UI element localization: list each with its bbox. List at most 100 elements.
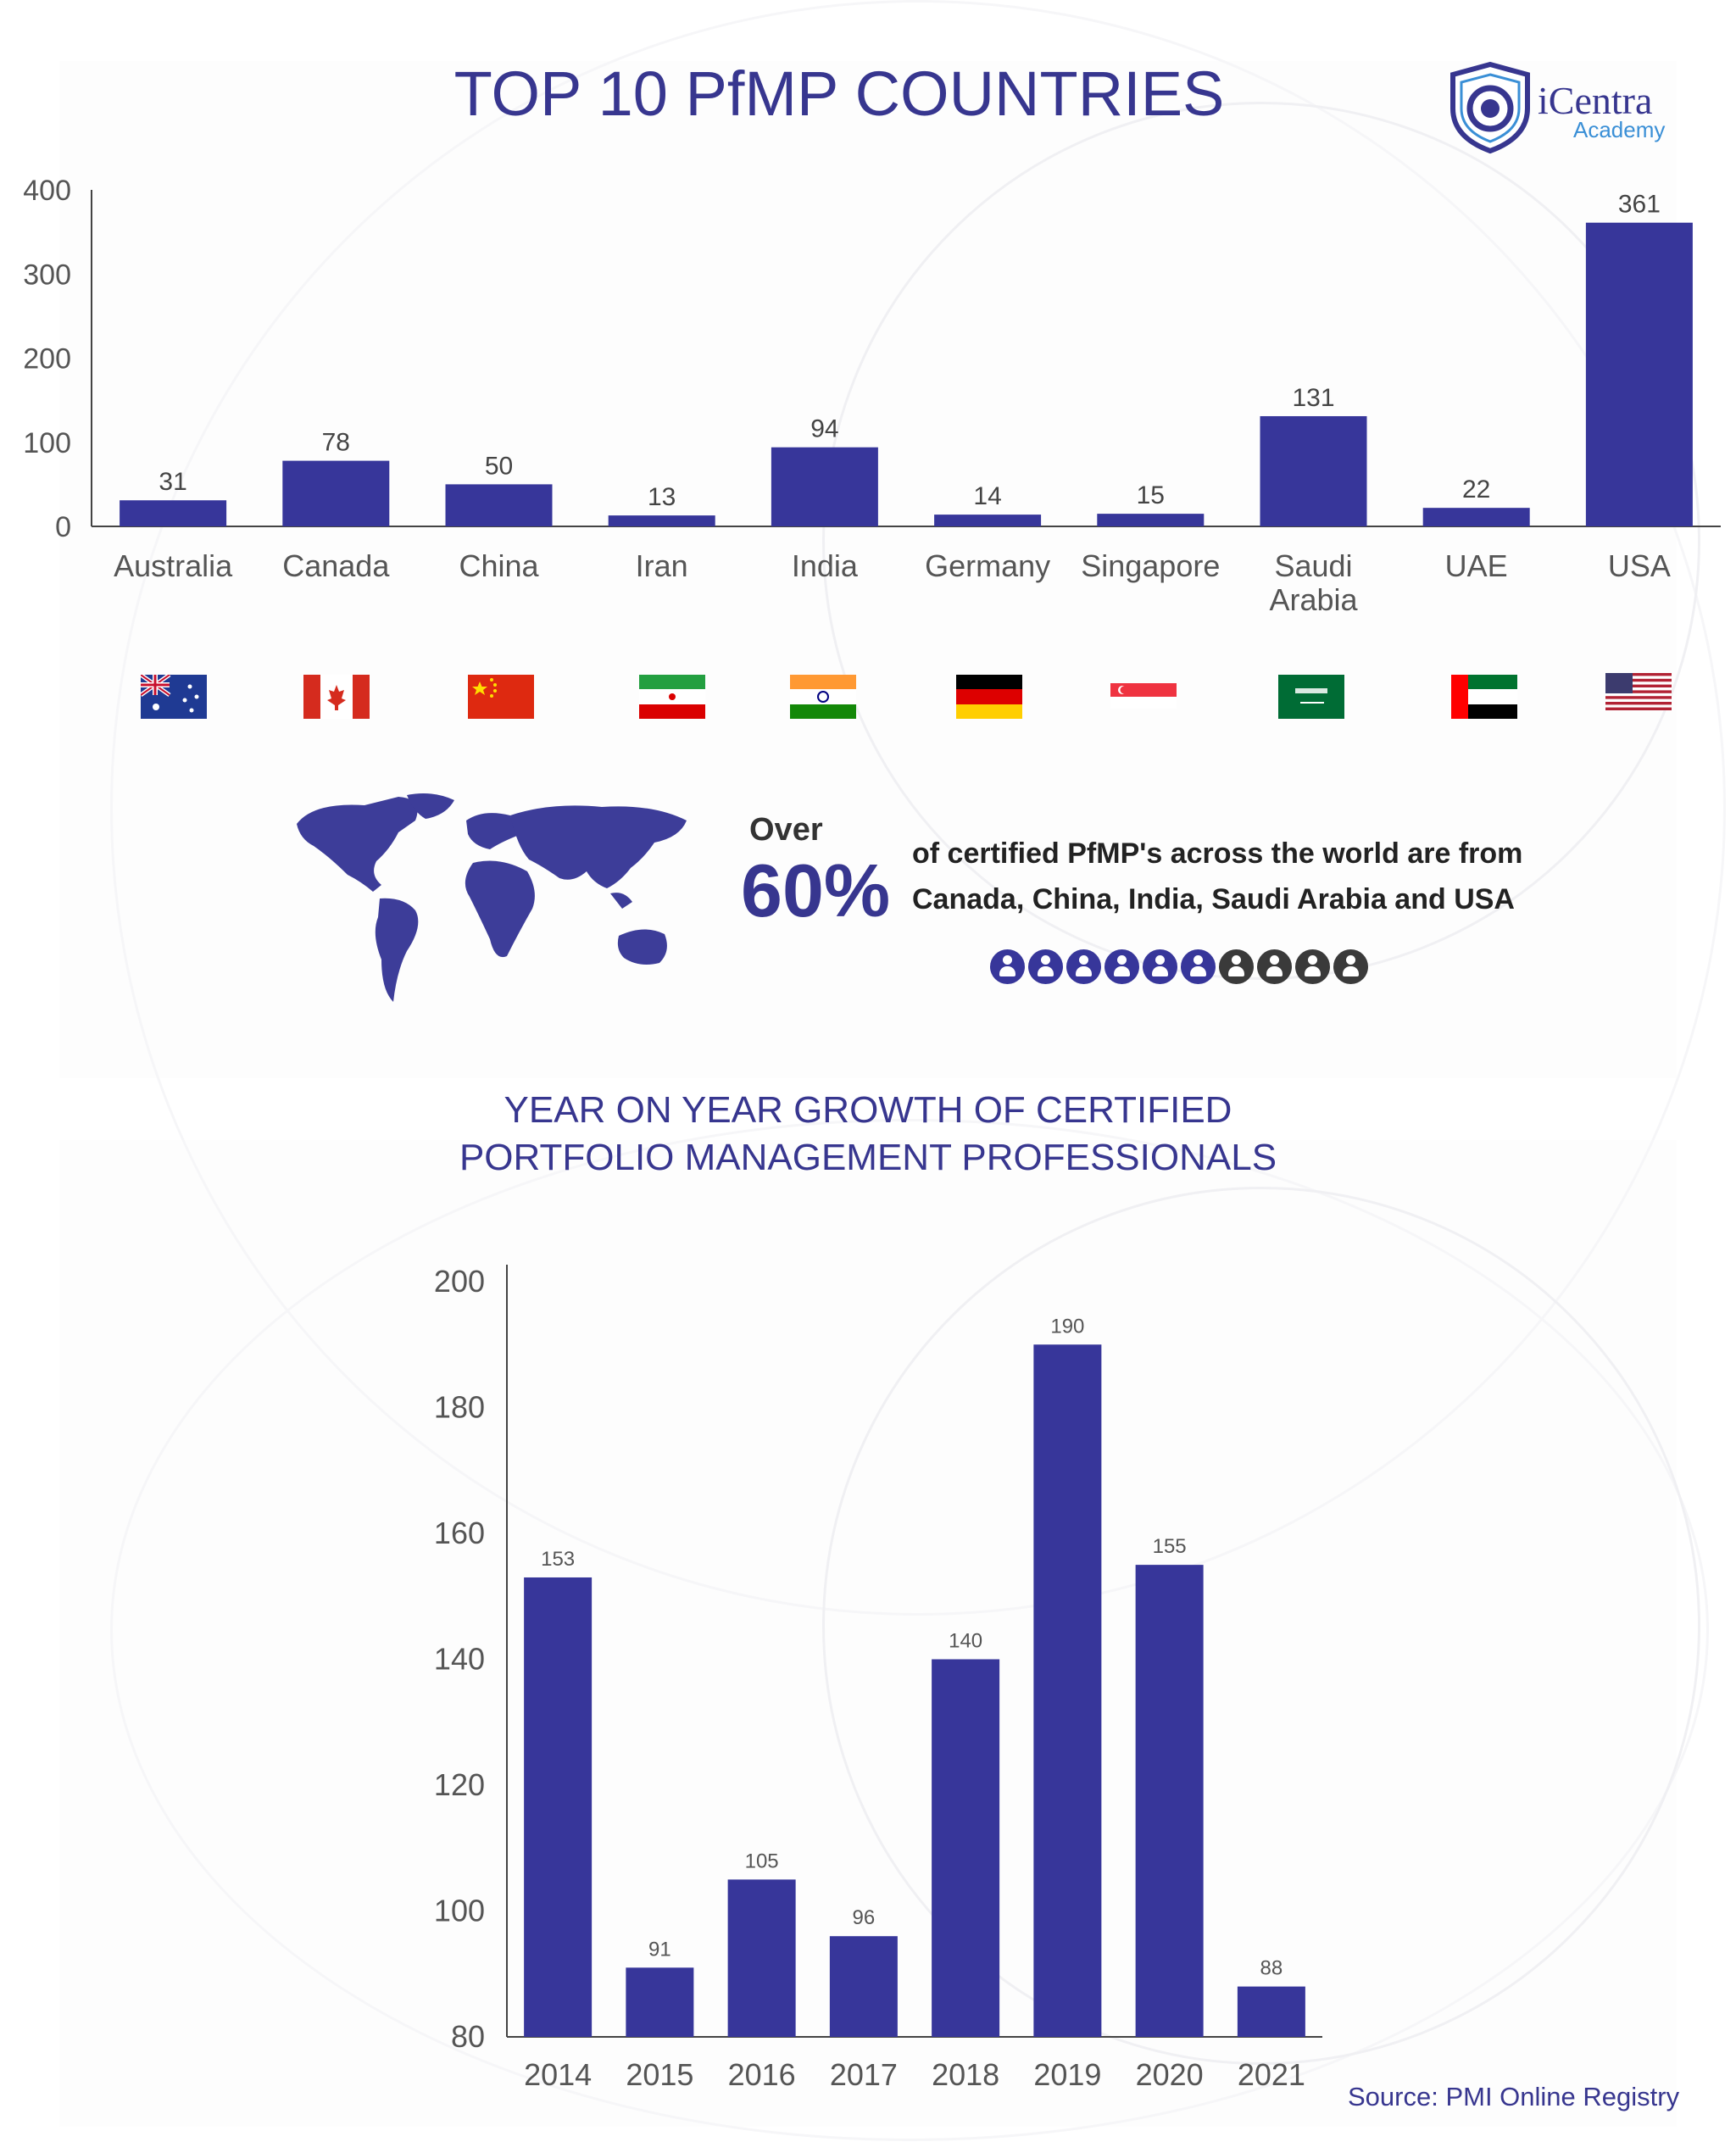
world-map-icon: [297, 793, 687, 1002]
data-label: 131: [1292, 384, 1334, 412]
bar-singapore: [1097, 514, 1205, 526]
x-tick-label: 2018: [932, 2057, 999, 2092]
data-label: 105: [745, 1850, 779, 1872]
shield-logo-icon: [1450, 61, 1530, 154]
x-tick-label: Iran: [636, 548, 688, 583]
data-label: 22: [1462, 476, 1490, 503]
bar-2019: [1033, 1344, 1102, 2037]
y-tick-label: 300: [23, 259, 71, 291]
x-tick-label: 2016: [728, 2057, 796, 2092]
person-filled-icon: [1066, 949, 1101, 984]
person-empty-icon: [1219, 949, 1254, 984]
iran-flag-icon: [639, 675, 705, 719]
data-label: 50: [485, 452, 513, 480]
bar-2015: [626, 1967, 694, 2037]
bar-2020: [1135, 1565, 1204, 2037]
person-empty-icon: [1257, 949, 1292, 984]
uae-flag-icon: [1451, 675, 1517, 719]
stat-description-line-2: Canada, China, India, Saudi Arabia and U…: [912, 883, 1515, 915]
india-flag-icon: [790, 675, 856, 719]
bar-usa: [1585, 222, 1693, 526]
bar-india: [771, 447, 878, 526]
data-label: 155: [1153, 1535, 1187, 1558]
bar-2016: [727, 1879, 796, 2037]
data-label: 14: [973, 482, 1001, 510]
bar-iran: [608, 515, 715, 526]
person-filled-icon: [1181, 949, 1216, 984]
y-tick-label: 160: [434, 1516, 485, 1550]
x-tick-label: 2019: [1033, 2057, 1101, 2092]
stat-percent: 60%: [741, 848, 891, 932]
person-filled-icon: [1104, 949, 1139, 984]
bar-2017: [829, 1936, 898, 2037]
y-tick-label: 140: [434, 1642, 485, 1677]
x-tick-label: Arabia: [1269, 582, 1358, 617]
person-empty-icon: [1333, 949, 1368, 984]
bar-2014: [524, 1577, 593, 2037]
x-tick-label: Saudi: [1274, 548, 1352, 583]
x-tick-label: Australia: [114, 548, 233, 583]
germany-flag-icon: [956, 675, 1022, 719]
logo-subtitle: Academy: [1573, 117, 1666, 142]
x-tick-label: Singapore: [1081, 548, 1220, 583]
person-filled-icon: [990, 949, 1025, 984]
person-empty-icon: [1295, 949, 1330, 984]
chart2-title-line-1: YEAR ON YEAR GROWTH OF CERTIFIED: [504, 1089, 1232, 1131]
data-label: 190: [1050, 1315, 1084, 1338]
saudi-arabia-flag-icon: [1278, 675, 1344, 719]
x-tick-label: Canada: [282, 548, 390, 583]
chart2-title: YEAR ON YEAR GROWTH OF CERTIFIED PORTFOL…: [0, 1087, 1736, 1182]
data-label: 361: [1618, 191, 1661, 219]
singapore-flag-icon: [1110, 675, 1177, 719]
y-tick-label: 400: [23, 175, 71, 207]
x-tick-label: UAE: [1445, 548, 1508, 583]
countries-bar-chart: 0 100 200 300 400 31 Australia 78 Canada 50 China 1…: [23, 175, 1721, 617]
logo-name: iCentra: [1538, 79, 1653, 122]
y-tick-label: 100: [23, 427, 71, 459]
y-tick-label: 200: [434, 1264, 485, 1299]
person-filled-icon: [1143, 949, 1177, 984]
chart2-title-line-2: PORTFOLIO MANAGEMENT PROFESSIONALS: [459, 1137, 1277, 1178]
source-note: Source: PMI Online Registry: [1348, 2082, 1680, 2111]
data-label: 94: [810, 415, 838, 443]
data-label: 153: [541, 1548, 575, 1571]
people-icon-row: [990, 949, 1368, 984]
bar-australia: [120, 500, 227, 526]
china-flag-icon: [468, 675, 534, 719]
data-label: 140: [949, 1630, 982, 1653]
yearly-growth-bar-chart: 80 100 120 140 160 180 200 153 2014 91 2015 105 2016…: [434, 1264, 1322, 2092]
x-tick-label: 2020: [1136, 2057, 1204, 2092]
top-panel-background: [59, 61, 1677, 1078]
y-tick-label: 80: [451, 2019, 485, 2054]
x-tick-label: 2021: [1238, 2057, 1305, 2092]
data-label: 96: [853, 1906, 876, 1929]
x-tick-label: China: [459, 548, 539, 583]
data-label: 15: [1137, 481, 1165, 509]
x-tick-label: India: [792, 548, 859, 583]
stat-over-label: Over: [749, 812, 823, 848]
data-label: 91: [648, 1938, 671, 1961]
icentra-logo: iCentra Academy: [1448, 61, 1694, 154]
bar-saudi-arabia: [1260, 415, 1367, 526]
stat-description-line-1: of certified PfMP's across the world are…: [912, 837, 1523, 870]
x-tick-label: 2017: [830, 2057, 898, 2092]
australia-flag-icon: [141, 675, 207, 719]
bar-germany: [934, 515, 1042, 526]
bar-2021: [1237, 1986, 1305, 2037]
y-tick-label: 120: [434, 1767, 485, 1802]
data-label: 31: [159, 468, 186, 496]
x-tick-label: USA: [1608, 548, 1671, 583]
bar-china: [445, 484, 553, 526]
y-tick-label: 0: [55, 511, 71, 543]
data-label: 13: [648, 483, 676, 511]
x-tick-label: 2014: [524, 2057, 592, 2092]
person-filled-icon: [1028, 949, 1063, 984]
data-label: 88: [1260, 1957, 1283, 1980]
y-tick-label: 200: [23, 343, 71, 376]
y-tick-label: 180: [434, 1390, 485, 1425]
y-tick-label: 100: [434, 1894, 485, 1928]
bar-canada: [282, 460, 390, 526]
data-label: 78: [322, 429, 350, 457]
x-tick-label: 2015: [626, 2057, 693, 2092]
bar-uae: [1422, 508, 1530, 526]
